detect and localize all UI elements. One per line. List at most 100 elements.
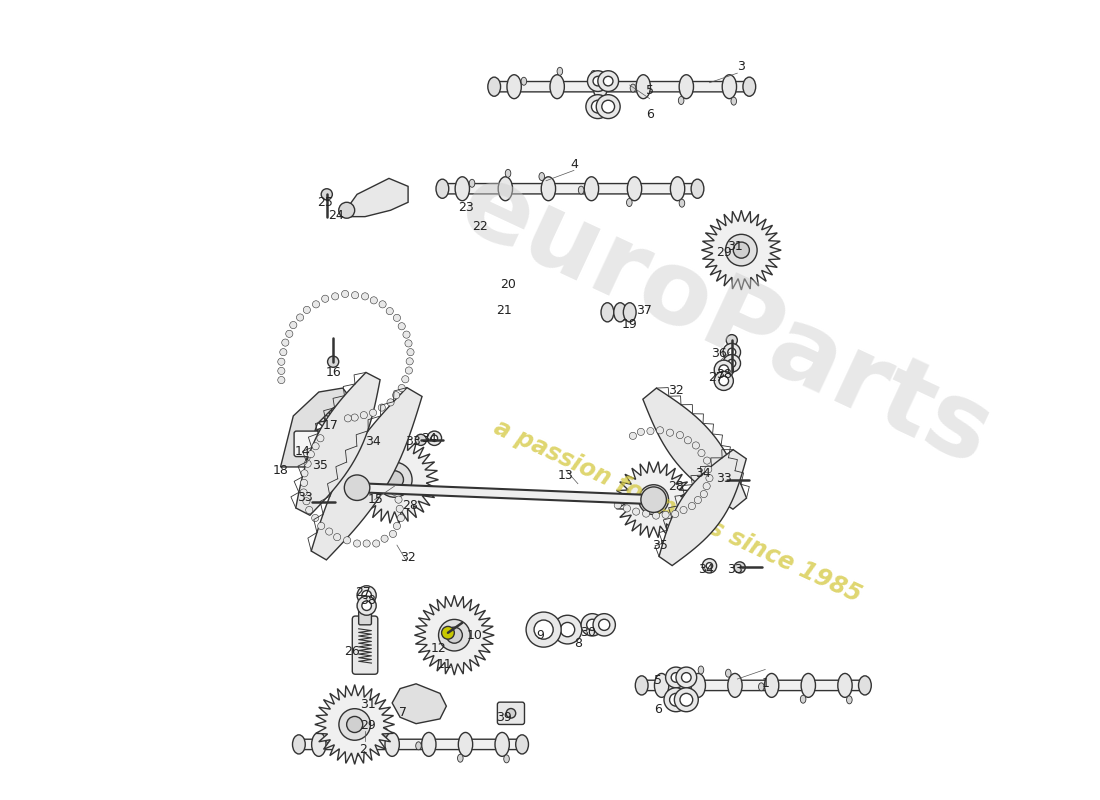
Circle shape [300, 489, 307, 496]
Circle shape [393, 392, 399, 399]
Text: 31: 31 [727, 241, 742, 254]
Text: 13: 13 [558, 470, 574, 482]
Circle shape [407, 349, 414, 356]
Circle shape [728, 359, 736, 367]
Circle shape [378, 404, 385, 411]
Text: 3: 3 [737, 60, 746, 74]
Ellipse shape [539, 173, 544, 181]
Circle shape [394, 522, 400, 530]
Circle shape [431, 435, 438, 442]
Circle shape [386, 470, 404, 489]
Ellipse shape [847, 696, 852, 704]
Circle shape [719, 365, 728, 374]
Text: 32: 32 [668, 384, 684, 397]
Circle shape [337, 426, 346, 435]
Circle shape [343, 537, 351, 544]
Circle shape [312, 442, 319, 450]
Circle shape [396, 506, 404, 513]
Text: 30: 30 [581, 626, 596, 639]
Text: 31: 31 [361, 698, 376, 711]
Text: 29: 29 [361, 718, 376, 732]
Text: 33: 33 [405, 435, 421, 448]
Text: 34: 34 [365, 435, 381, 448]
Ellipse shape [505, 170, 510, 178]
Circle shape [704, 457, 711, 464]
Text: 35: 35 [652, 538, 668, 551]
Circle shape [680, 506, 688, 514]
Circle shape [706, 474, 713, 482]
Circle shape [389, 530, 396, 538]
Circle shape [602, 100, 615, 113]
Circle shape [441, 626, 454, 639]
Text: 29: 29 [716, 246, 732, 259]
Text: 4: 4 [570, 158, 578, 171]
Circle shape [427, 431, 441, 446]
Polygon shape [659, 450, 746, 566]
Circle shape [362, 590, 372, 600]
Ellipse shape [679, 74, 693, 98]
Ellipse shape [614, 302, 627, 322]
Text: 38: 38 [716, 368, 732, 381]
Circle shape [714, 371, 734, 390]
Circle shape [624, 505, 630, 512]
Circle shape [397, 514, 405, 522]
Circle shape [706, 562, 713, 569]
Ellipse shape [801, 695, 806, 703]
Ellipse shape [521, 78, 527, 86]
Ellipse shape [541, 177, 556, 201]
Ellipse shape [421, 733, 436, 756]
Text: 20: 20 [500, 278, 517, 291]
Circle shape [637, 428, 645, 435]
Circle shape [381, 535, 388, 542]
Ellipse shape [557, 67, 562, 75]
Circle shape [506, 709, 516, 718]
Text: 22: 22 [472, 220, 487, 233]
Circle shape [734, 562, 746, 573]
Circle shape [371, 297, 377, 304]
Text: 21: 21 [496, 304, 512, 318]
Circle shape [586, 619, 597, 630]
Circle shape [406, 358, 414, 365]
Circle shape [286, 330, 293, 338]
Circle shape [352, 291, 359, 298]
Circle shape [302, 498, 310, 505]
Ellipse shape [838, 674, 853, 698]
Ellipse shape [326, 735, 331, 743]
Circle shape [671, 673, 681, 682]
Text: 18: 18 [273, 464, 288, 477]
Polygon shape [296, 373, 381, 515]
Ellipse shape [627, 177, 641, 201]
Circle shape [362, 293, 369, 300]
Circle shape [722, 474, 733, 486]
Circle shape [328, 356, 339, 367]
Circle shape [672, 510, 679, 518]
Text: 12: 12 [430, 642, 447, 655]
Ellipse shape [507, 74, 521, 98]
Circle shape [586, 94, 609, 118]
Circle shape [684, 437, 692, 444]
Ellipse shape [630, 84, 636, 92]
Circle shape [701, 463, 715, 478]
Polygon shape [315, 685, 395, 764]
Circle shape [353, 540, 361, 547]
Circle shape [282, 339, 289, 346]
Circle shape [596, 94, 620, 118]
Ellipse shape [636, 74, 650, 98]
Circle shape [667, 429, 673, 436]
Circle shape [646, 492, 661, 507]
Circle shape [304, 306, 310, 314]
Circle shape [346, 717, 363, 733]
Polygon shape [316, 405, 366, 455]
Ellipse shape [584, 177, 598, 201]
Ellipse shape [679, 97, 684, 105]
Circle shape [676, 667, 696, 688]
Circle shape [339, 709, 371, 740]
Circle shape [321, 295, 329, 302]
Circle shape [697, 450, 705, 457]
Ellipse shape [455, 177, 470, 201]
Text: 33: 33 [716, 472, 732, 485]
Circle shape [372, 439, 386, 454]
FancyBboxPatch shape [352, 616, 377, 674]
Ellipse shape [732, 97, 737, 105]
Ellipse shape [311, 733, 326, 756]
